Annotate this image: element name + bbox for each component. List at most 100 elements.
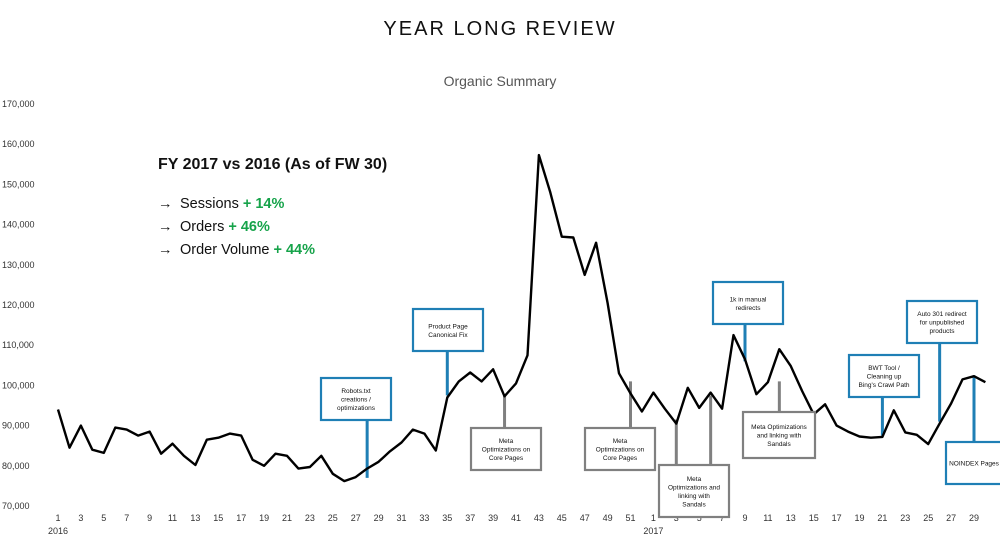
y-tick-label: 150,000: [2, 179, 35, 189]
summary-label: Orders: [180, 219, 225, 235]
summary-row-order-volume: → Order Volume + 44%: [158, 242, 387, 258]
year-label: 2016: [48, 526, 68, 536]
y-tick-label: 140,000: [2, 220, 35, 230]
x-tick-label: 3: [78, 513, 83, 523]
arrow-icon: →: [158, 242, 173, 258]
annotation-label: Meta Optimizations and linking with Sandals: [668, 476, 720, 509]
annotation-box: 1k in manual redirects: [711, 280, 785, 326]
annotation-frame: [657, 463, 731, 519]
annotation-label: NOINDEX Pages: [949, 461, 1000, 468]
summary-label: Order Volume: [180, 242, 270, 258]
x-tick-label: 1: [55, 513, 60, 523]
x-tick-label: 21: [282, 513, 292, 523]
y-tick-label: 170,000: [2, 99, 35, 109]
x-tick-label: 19: [854, 513, 864, 523]
annotation-box: Meta Optimizations and linking with Sandals: [657, 463, 731, 519]
annotation-label: Meta Optimizations and linking with Sandal…: [751, 424, 807, 448]
annotation-frame: [583, 426, 657, 472]
y-tick-label: 100,000: [2, 380, 35, 390]
x-tick-label: 43: [534, 513, 544, 523]
annotation-frame: [711, 280, 785, 326]
annotation-frame: [469, 426, 543, 472]
x-tick-label: 7: [124, 513, 129, 523]
summary-panel: FY 2017 vs 2016 (As of FW 30) → Sessions …: [158, 156, 387, 265]
x-tick-label: 51: [625, 513, 635, 523]
annotation-frame: [411, 307, 485, 353]
x-tick-label: 17: [832, 513, 842, 523]
annotation-boxes: Robots.txt creations / optimizations Produc…: [319, 280, 1000, 519]
summary-value: + 14%: [242, 196, 285, 212]
x-axis: 1 3 5 7 9 11 13 15 17 19 21 23 25 27 29 31 33 35 37 39 41 43 4…: [48, 513, 979, 536]
annotation-box: Meta Optimizations on Core Pages: [469, 426, 543, 472]
x-tick-label: 13: [190, 513, 200, 523]
annotation-label: 1k in manual redirects: [730, 296, 767, 312]
y-tick-label: 90,000: [2, 421, 30, 431]
summary-value: + 44%: [273, 242, 316, 258]
x-tick-label: 31: [396, 513, 406, 523]
annotation-frame: [319, 376, 393, 422]
summary-value: + 46%: [228, 219, 270, 235]
annotation-label: Auto 301 redirect for unpublished products: [917, 311, 967, 335]
arrow-icon: →: [158, 219, 173, 235]
x-tick-label: 15: [213, 513, 223, 523]
y-tick-label: 110,000: [2, 340, 34, 350]
annotation-box: Meta Optimizations on Core Pages: [583, 426, 657, 472]
x-tick-label: 27: [946, 513, 956, 523]
y-tick-label: 160,000: [2, 139, 35, 149]
x-tick-label: 11: [168, 513, 177, 523]
x-tick-label: 23: [305, 513, 315, 523]
x-tick-label: 29: [374, 513, 384, 523]
y-tick-label: 120,000: [2, 300, 35, 310]
annotation-label: Meta Optimizations on Core Pages: [596, 438, 645, 462]
annotation-frame: [905, 299, 979, 345]
annotation-label: Meta Optimizations on Core Pages: [482, 438, 531, 462]
x-tick-label: 41: [511, 513, 521, 523]
x-tick-label: 21: [877, 513, 887, 523]
chart-title: Organic Summary: [444, 73, 557, 89]
x-tick-label: 47: [580, 513, 590, 523]
x-tick-label: 1: [651, 513, 656, 523]
annotation-box: Meta Optimizations and linking with Sandal…: [741, 410, 817, 460]
annotation-label: BWT Tool / Cleaning up Bing's Crawl Path: [858, 365, 909, 389]
annotation-box: Product Page Canonical Fix: [411, 307, 485, 353]
x-tick-label: 15: [809, 513, 819, 523]
x-tick-label: 11: [763, 513, 772, 523]
x-tick-label: 37: [465, 513, 475, 523]
x-tick-label: 17: [236, 513, 246, 523]
x-tick-label: 33: [419, 513, 429, 523]
x-tick-label: 9: [147, 513, 152, 523]
x-tick-label: 23: [900, 513, 910, 523]
annotation-frame: [741, 410, 817, 460]
x-tick-label: 13: [786, 513, 796, 523]
y-tick-label: 130,000: [2, 260, 35, 270]
annotation-box: Robots.txt creations / optimizations: [319, 376, 393, 422]
sessions-line: [56, 153, 986, 483]
x-tick-label: 45: [557, 513, 567, 523]
annotation-label: Robots.txt creations / optimizations: [337, 388, 376, 412]
annotation-box: NOINDEX Pages: [944, 440, 1000, 486]
y-axis: 70,000 80,000 90,000 100,000 110,000 120,000 1…: [2, 99, 35, 511]
annotation-box: BWT Tool / Cleaning up Bing's Crawl Path: [847, 353, 921, 399]
x-tick-label: 9: [742, 513, 747, 523]
x-tick-label: 25: [923, 513, 933, 523]
x-tick-label: 35: [442, 513, 452, 523]
x-tick-label: 49: [603, 513, 613, 523]
summary-row-orders: → Orders + 46%: [158, 219, 387, 235]
arrow-icon: →: [158, 196, 173, 212]
year-label: 2017: [643, 526, 663, 536]
x-tick-label: 27: [351, 513, 361, 523]
summary-row-sessions: → Sessions + 14%: [158, 196, 387, 212]
annotation-connectors: [365, 324, 976, 478]
summary-label: Sessions: [180, 196, 239, 212]
summary-heading: FY 2017 vs 2016 (As of FW 30): [158, 156, 388, 173]
x-tick-label: 25: [328, 513, 338, 523]
y-tick-label: 70,000: [2, 501, 30, 511]
annotation-frame: [944, 440, 1000, 486]
x-tick-label: 5: [101, 513, 106, 523]
annotation-frame: [847, 353, 921, 399]
x-tick-label: 19: [259, 513, 269, 523]
x-tick-label: 39: [488, 513, 498, 523]
annotation-label: Product Page Canonical Fix: [428, 323, 468, 339]
page-title: YEAR LONG REVIEW: [383, 18, 617, 40]
